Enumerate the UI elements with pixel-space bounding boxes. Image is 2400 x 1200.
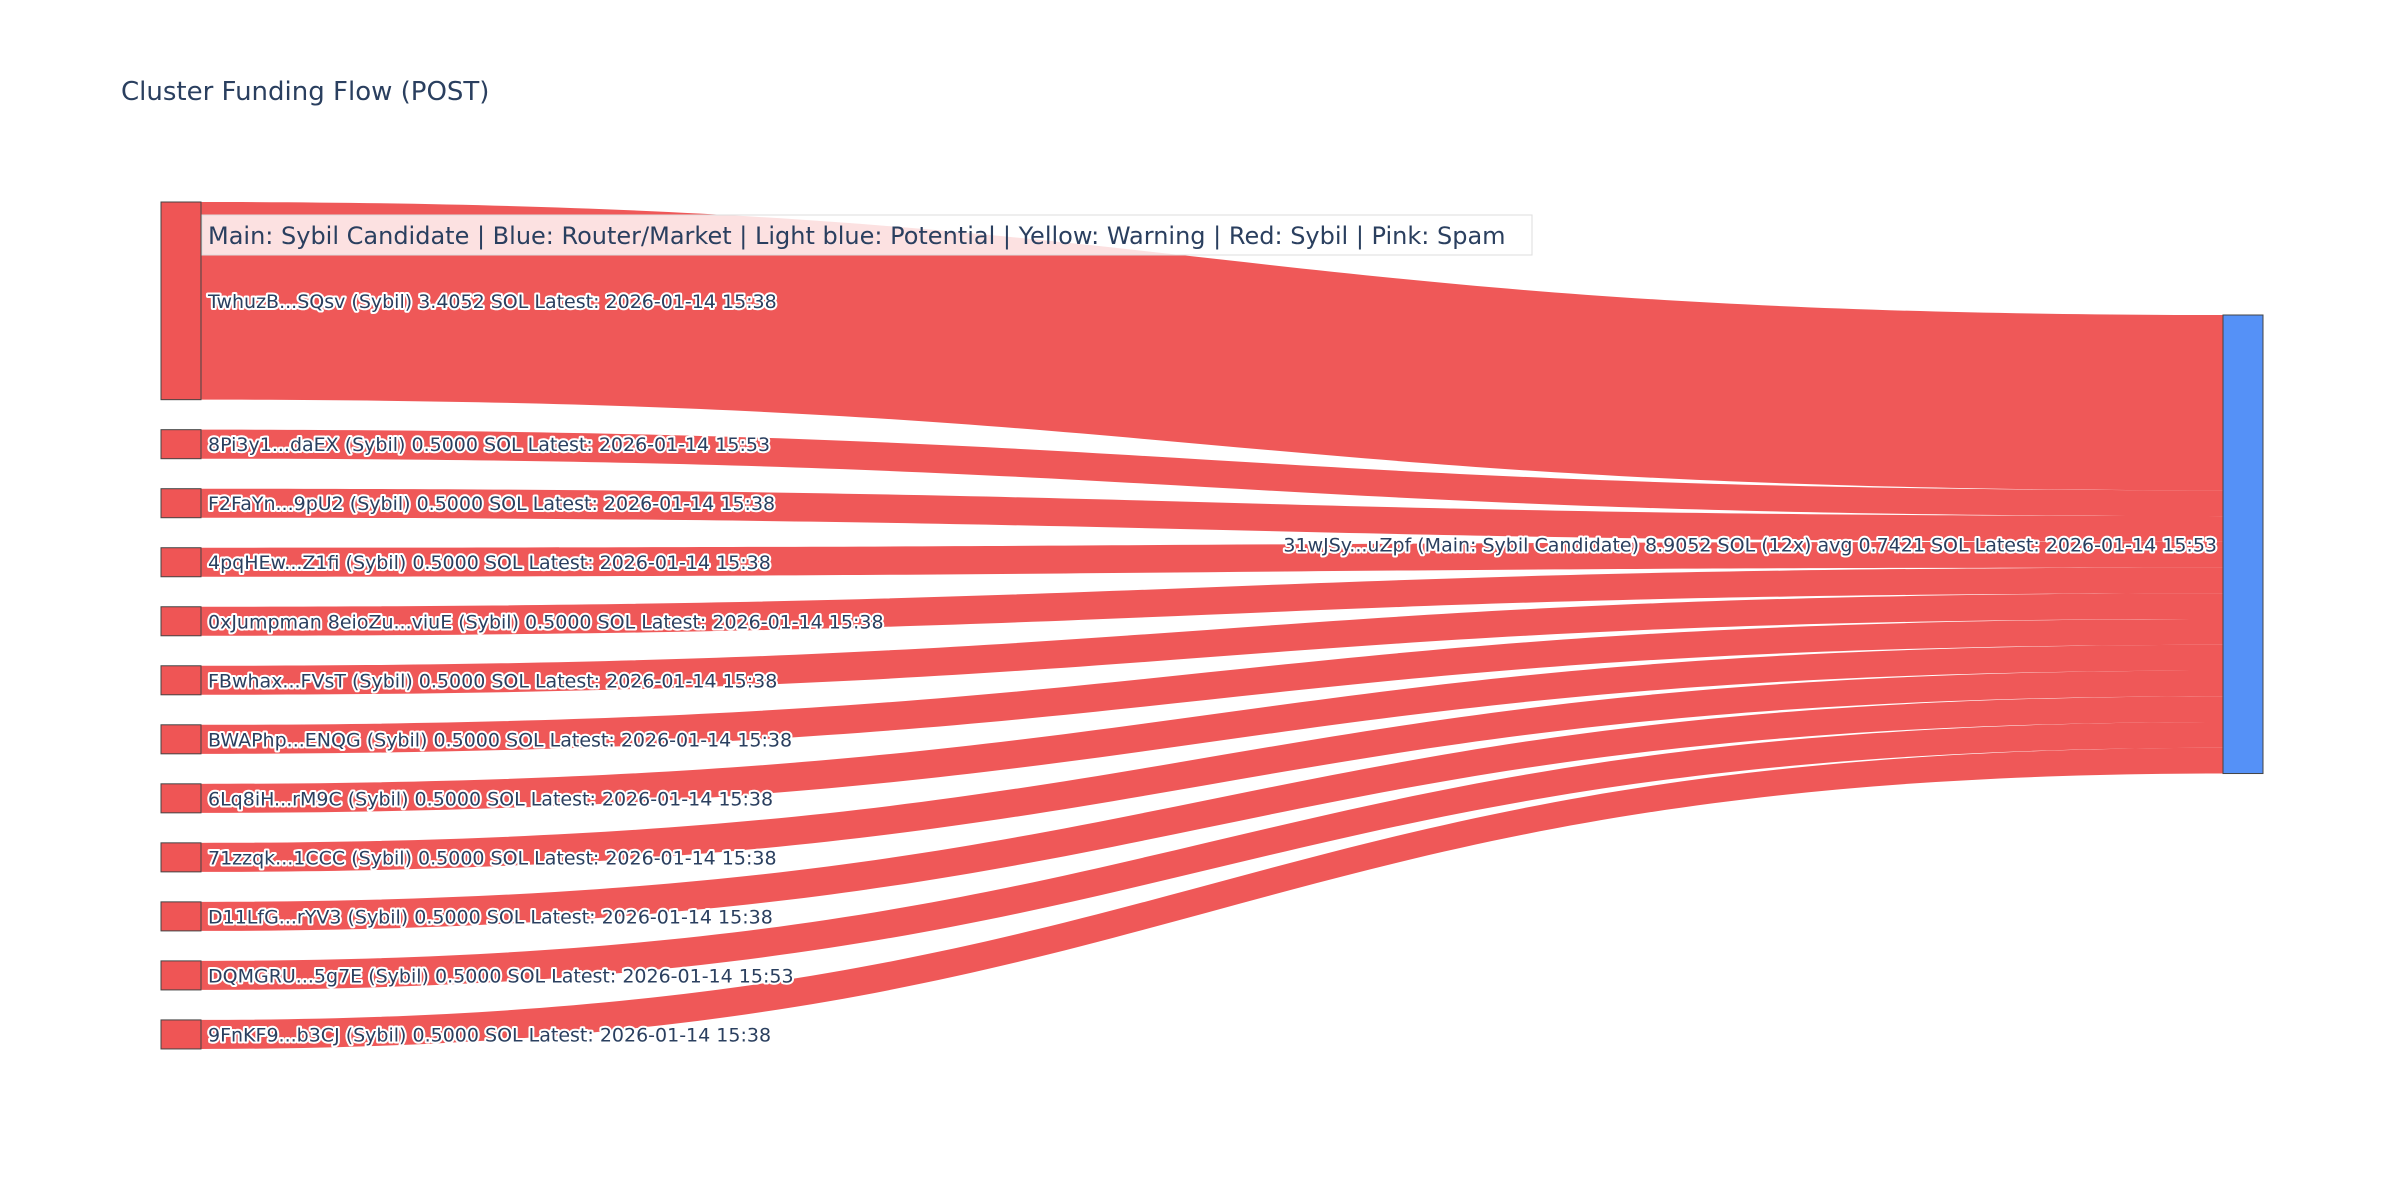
target-node[interactable] — [2222, 314, 2264, 775]
source-node[interactable] — [160, 1019, 202, 1050]
source-node[interactable] — [160, 960, 202, 991]
source-node-label: BWAPhp...ENQG (Sybil) 0.5000 SOL Latest:… — [208, 729, 792, 751]
legend-text: Main: Sybil Candidate | Blue: Router/Mar… — [208, 222, 1506, 250]
sankey-link[interactable] — [201, 696, 2223, 931]
source-node[interactable] — [160, 429, 202, 460]
source-node[interactable] — [160, 488, 202, 519]
source-node-label: 4pqHEw...Z1fi (Sybil) 0.5000 SOL Latest:… — [208, 552, 771, 574]
sankey-labels: TwhuzB...SQsv (Sybil) 3.4052 SOL Latest:… — [205, 289, 2219, 1049]
source-node[interactable] — [160, 547, 202, 578]
source-node[interactable] — [160, 201, 202, 401]
source-node-label: DQMGRU...5g7E (Sybil) 0.5000 SOL Latest:… — [208, 965, 794, 987]
sankey-link[interactable] — [201, 644, 2223, 813]
source-node-label: 0xJumpman 8eioZu...viuE (Sybil) 0.5000 S… — [208, 611, 884, 633]
sankey-link[interactable] — [201, 670, 2223, 872]
source-node-label: F2FaYn...9pU2 (Sybil) 0.5000 SOL Latest:… — [208, 493, 775, 515]
source-node[interactable] — [160, 606, 202, 637]
sankey-link[interactable] — [201, 488, 2223, 542]
sankey-link[interactable] — [201, 567, 2223, 636]
source-node-label: 6Lq8iH...rM9C (Sybil) 0.5000 SOL Latest:… — [208, 788, 773, 810]
source-node[interactable] — [160, 724, 202, 755]
source-node-label: TwhuzB...SQsv (Sybil) 3.4052 SOL Latest:… — [207, 291, 777, 313]
source-node-label: D11LfG...rYV3 (Sybil) 0.5000 SOL Latest:… — [208, 906, 773, 928]
sankey-link[interactable] — [201, 429, 2223, 517]
target-node-label: 31wJSy...uZpf (Main: Sybil Candidate) 8.… — [1283, 534, 2217, 556]
sankey-nodes — [160, 201, 2264, 1050]
source-node[interactable] — [160, 783, 202, 814]
legend-annotation: Main: Sybil Candidate | Blue: Router/Mar… — [201, 214, 1533, 256]
sankey-link[interactable] — [201, 619, 2223, 754]
source-node-label: 8Pi3y1...daEX (Sybil) 0.5000 SOL Latest:… — [208, 434, 770, 456]
sankey-link[interactable] — [201, 722, 2223, 990]
sankey-link[interactable] — [201, 593, 2223, 695]
sankey-link[interactable] — [201, 541, 2223, 577]
source-node-label: FBwhax...FVsT (Sybil) 0.5000 SOL Latest:… — [208, 670, 777, 692]
source-node[interactable] — [160, 842, 202, 873]
source-node[interactable] — [160, 665, 202, 696]
chart-title: Cluster Funding Flow (POST) — [121, 77, 489, 107]
source-node-label: 9FnKF9...b3CJ (Sybil) 0.5000 SOL Latest:… — [208, 1024, 771, 1046]
source-node-label: 71zzqk...1CCC (Sybil) 0.5000 SOL Latest:… — [208, 847, 777, 869]
sankey-link[interactable] — [201, 202, 2223, 491]
sankey-link[interactable] — [201, 747, 2223, 1049]
sankey-links — [201, 202, 2223, 1049]
legend-box — [201, 214, 1533, 256]
source-node[interactable] — [160, 901, 202, 932]
